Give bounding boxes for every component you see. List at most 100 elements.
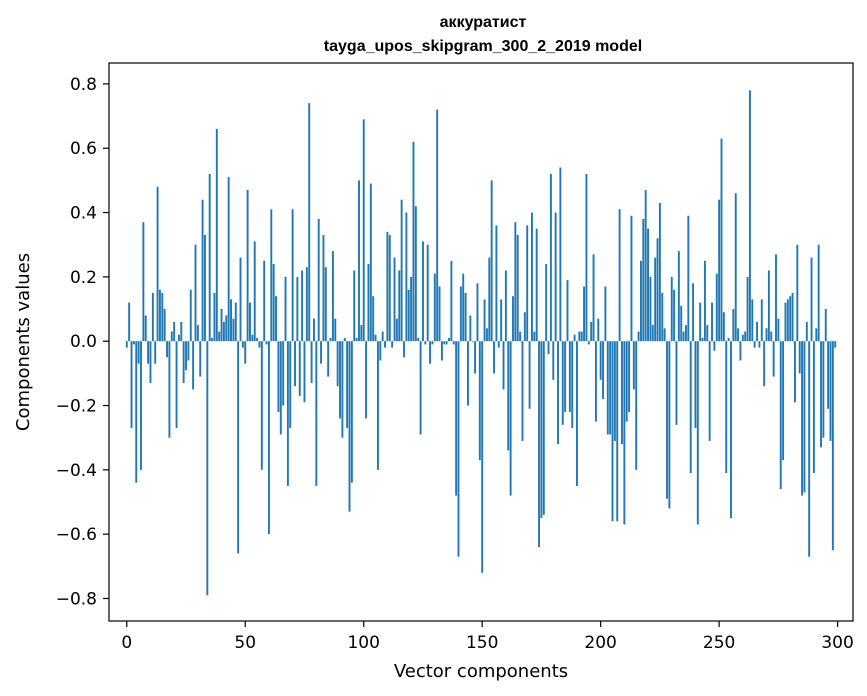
- bar: [564, 341, 567, 412]
- bar: [237, 341, 240, 554]
- bar: [571, 341, 574, 429]
- bar: [372, 296, 375, 342]
- bar: [509, 341, 512, 496]
- bar: [244, 341, 247, 364]
- bar: [362, 119, 365, 342]
- bar: [365, 341, 368, 419]
- bar: [376, 341, 379, 470]
- bar: [284, 276, 287, 342]
- bar: [542, 341, 545, 515]
- bar: [694, 341, 697, 429]
- bar: [568, 341, 571, 412]
- y-tick-label: −0.4: [56, 461, 97, 481]
- bar: [450, 260, 453, 342]
- bar: [275, 296, 277, 342]
- bar: [291, 209, 294, 342]
- bar: [204, 235, 206, 342]
- bar: [130, 341, 133, 429]
- bar: [448, 337, 450, 342]
- bar: [315, 341, 318, 486]
- bar: [433, 273, 436, 342]
- bar: [718, 199, 721, 342]
- bar: [680, 305, 683, 342]
- bar: [289, 341, 292, 429]
- bar: [585, 173, 588, 342]
- bar: [727, 337, 730, 342]
- x-tick-label: 50: [234, 633, 256, 653]
- bar: [535, 228, 538, 342]
- bar: [521, 341, 524, 441]
- bar: [443, 341, 446, 345]
- bar: [798, 341, 801, 374]
- bar: [168, 341, 171, 438]
- bar: [381, 331, 384, 342]
- bar: [689, 341, 692, 474]
- bar: [483, 299, 486, 342]
- bar: [794, 341, 796, 403]
- bar: [500, 299, 503, 342]
- bar: [784, 302, 787, 342]
- bar: [196, 325, 199, 342]
- bar: [540, 341, 543, 519]
- bar: [606, 341, 609, 435]
- bar: [590, 321, 593, 342]
- bar: [286, 341, 289, 486]
- bar: [213, 292, 216, 342]
- bar: [282, 341, 285, 406]
- bar: [358, 180, 360, 342]
- y-tick-label: −0.8: [56, 589, 97, 609]
- bar: [327, 341, 330, 377]
- bar: [277, 341, 280, 412]
- bar: [256, 337, 259, 342]
- bar: [417, 337, 420, 342]
- bar: [298, 341, 301, 396]
- bar: [400, 199, 403, 342]
- bar: [263, 260, 266, 342]
- bar: [763, 341, 766, 387]
- bar: [227, 177, 230, 342]
- bar: [182, 341, 185, 384]
- bar: [767, 270, 770, 342]
- bar: [497, 341, 500, 348]
- bar: [812, 341, 815, 474]
- bar: [789, 296, 792, 342]
- bar: [128, 302, 131, 342]
- bar: [670, 276, 673, 342]
- bar: [708, 341, 711, 441]
- bar: [609, 341, 612, 435]
- bar: [398, 270, 401, 342]
- bar: [305, 267, 308, 342]
- bar: [831, 341, 834, 551]
- y-axis-label: Components values: [13, 253, 34, 431]
- bar: [156, 186, 159, 342]
- bar: [668, 341, 671, 509]
- chart-title-line-2: tayga_upos_skipgram_300_2_2019 model: [324, 38, 642, 55]
- bar: [713, 341, 716, 351]
- bar: [405, 212, 408, 342]
- bar: [632, 341, 635, 390]
- bar: [706, 325, 709, 342]
- bar: [545, 264, 548, 342]
- bar: [343, 337, 346, 342]
- bar: [192, 341, 195, 390]
- bar: [279, 341, 282, 435]
- bar: [661, 292, 664, 342]
- bar: [779, 341, 782, 490]
- bar: [737, 328, 740, 342]
- bar: [597, 318, 600, 342]
- bar: [422, 241, 424, 342]
- bar: [163, 309, 166, 342]
- bar: [272, 264, 275, 342]
- bar: [474, 341, 477, 374]
- bar: [746, 276, 749, 342]
- bar: [147, 341, 150, 364]
- bar: [566, 280, 569, 342]
- bar: [426, 244, 429, 342]
- bar: [512, 296, 514, 342]
- bar: [144, 315, 147, 342]
- bar: [339, 341, 341, 419]
- bar: [711, 302, 713, 342]
- bar: [189, 289, 192, 342]
- bar: [241, 341, 244, 348]
